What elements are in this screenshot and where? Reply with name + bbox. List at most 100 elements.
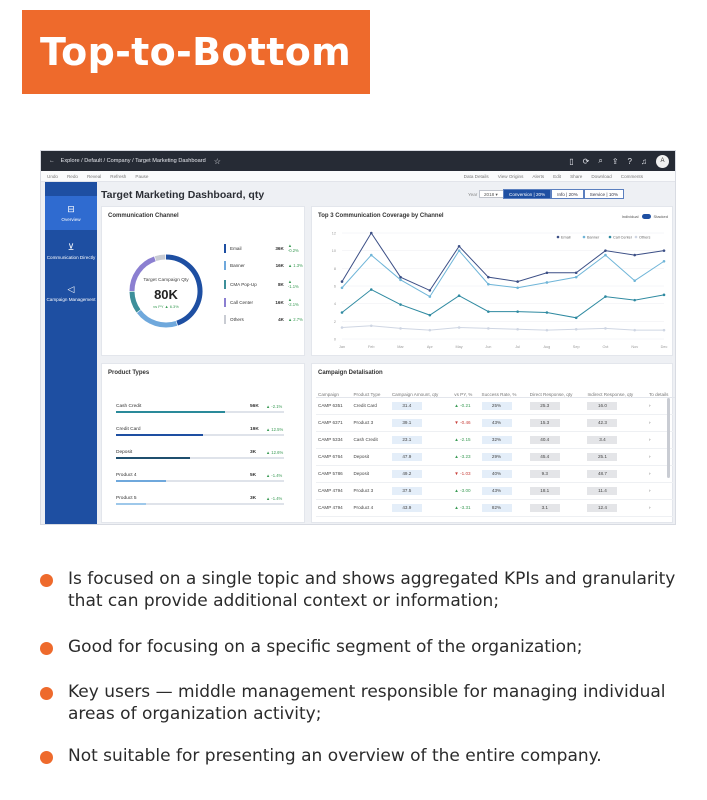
data-point[interactable]: [487, 327, 490, 330]
data-point[interactable]: [428, 313, 432, 317]
toggle-service[interactable]: Service | 10%: [583, 189, 625, 199]
table-cell[interactable]: ›: [646, 465, 675, 483]
chevron-right-icon[interactable]: ›: [648, 488, 651, 493]
help-icon[interactable]: ?: [627, 156, 632, 166]
star-icon[interactable]: ☆: [213, 156, 221, 166]
data-point[interactable]: [399, 275, 402, 279]
toolbar-left-item[interactable]: Redo: [66, 173, 78, 179]
toggle-info[interactable]: Info | 20%: [551, 189, 584, 199]
data-point[interactable]: [604, 253, 607, 257]
product-row[interactable]: Cash Credit 56K ▲ -2.1%: [116, 404, 294, 414]
data-point[interactable]: [340, 286, 344, 290]
data-point[interactable]: [369, 288, 373, 291]
sync-icon[interactable]: ⟳: [582, 156, 590, 166]
donut-slice[interactable]: [154, 254, 166, 262]
table-scrollbar[interactable]: [667, 398, 670, 478]
data-point[interactable]: [662, 293, 666, 297]
data-point[interactable]: [545, 271, 549, 275]
data-point[interactable]: [574, 275, 578, 279]
table-row[interactable]: CAMP 6371 Product 3 39.1 ▼ -0.46 43% 15.3 42.3…: [316, 414, 675, 432]
toolbar-right-item[interactable]: View Origins: [497, 174, 524, 179]
column-header[interactable]: Indirect Response, qty: [585, 384, 647, 398]
channel-row[interactable]: CMA Pop-Up 8K ▲ -1.1%: [224, 279, 304, 289]
channel-row[interactable]: Email 36K ▲ -0.2%: [224, 243, 304, 253]
donut-slice[interactable]: [129, 256, 156, 292]
stack-toggle[interactable]: Individual Stacked: [622, 214, 668, 219]
table-row[interactable]: CAMP 6351 Credit Card 31.4 ▲ -0.21 25% 25.3 16…: [316, 397, 675, 415]
data-point[interactable]: [604, 249, 607, 252]
data-point[interactable]: [574, 316, 578, 320]
product-row[interactable]: Product 5 3K ▲ -1.4%: [116, 496, 294, 506]
series-line[interactable]: [341, 232, 665, 292]
table-row[interactable]: CAMP 5786 Deposit 49.2 ▼ -1.03 40% 9.3 48.7 ›: [316, 465, 675, 483]
toolbar-left-item[interactable]: Undo: [47, 173, 58, 179]
data-point[interactable]: [604, 295, 607, 298]
column-header[interactable]: Direct Response, qty: [527, 384, 586, 398]
avatar[interactable]: A: [656, 154, 669, 168]
column-header[interactable]: To details: [646, 384, 675, 398]
nav-item-communication[interactable]: ⊻ Communication Directly: [45, 238, 97, 272]
table-cell[interactable]: ›: [646, 448, 675, 466]
data-point[interactable]: [662, 259, 666, 263]
column-header[interactable]: Product Type: [351, 384, 390, 398]
toggle-conversion[interactable]: Conversion | 20%: [503, 189, 552, 199]
channel-row[interactable]: Banner 16K ▲ 1.3%: [224, 261, 303, 270]
chevron-right-icon[interactable]: ›: [648, 471, 651, 476]
breadcrumb[interactable]: Explore / Default / Company / Target Mar…: [60, 158, 206, 164]
data-point[interactable]: [457, 294, 461, 298]
data-point[interactable]: [516, 310, 519, 313]
table-row[interactable]: CAMP 4794 Product 4 43.9 ▲ -3.31 82% 3.1 12.4 ›: [316, 499, 675, 517]
bell-icon[interactable]: ♫: [641, 156, 647, 166]
nav-item-overview[interactable]: ⊟ Overview: [45, 196, 97, 230]
toolbar-right-item[interactable]: Share: [570, 174, 583, 179]
data-point[interactable]: [633, 328, 637, 332]
legend-label[interactable]: Others: [639, 236, 650, 240]
data-point[interactable]: [487, 310, 490, 313]
data-point[interactable]: [662, 328, 666, 332]
data-point[interactable]: [340, 326, 344, 329]
data-point[interactable]: [545, 328, 549, 332]
table-cell[interactable]: ›: [646, 431, 675, 449]
data-point[interactable]: [399, 278, 402, 282]
data-point[interactable]: [399, 327, 402, 330]
chevron-right-icon[interactable]: ›: [648, 505, 651, 510]
legend-label[interactable]: Call Center: [613, 236, 633, 240]
series-line[interactable]: [341, 288, 665, 319]
data-point[interactable]: [369, 324, 373, 328]
data-point[interactable]: [516, 327, 519, 331]
data-point[interactable]: [340, 311, 344, 314]
toolbar-right-item[interactable]: Data Details: [463, 174, 489, 179]
data-point[interactable]: [633, 298, 637, 302]
data-point[interactable]: [457, 249, 461, 252]
data-point[interactable]: [340, 280, 344, 283]
data-point[interactable]: [633, 279, 637, 282]
toolbar-right-item[interactable]: Download: [591, 174, 612, 179]
chevron-right-icon[interactable]: ›: [648, 437, 651, 442]
toolbar-left-item[interactable]: Reveal: [86, 173, 102, 179]
data-point[interactable]: [633, 253, 637, 257]
product-row[interactable]: Credit Card 19K ▲ 12.5%: [116, 427, 294, 437]
series-line[interactable]: [341, 249, 665, 298]
table-row[interactable]: CAMP 5334 Cash Credit 23.1 ▲ -2.15 32% 40.4 3.…: [316, 431, 675, 449]
data-point[interactable]: [545, 281, 549, 284]
chevron-right-icon[interactable]: ›: [648, 454, 651, 459]
legend-label[interactable]: Banner: [587, 236, 600, 240]
table-cell[interactable]: ›: [646, 397, 675, 415]
data-point[interactable]: [457, 244, 461, 248]
data-point[interactable]: [516, 280, 519, 283]
data-point[interactable]: [574, 271, 578, 275]
data-point[interactable]: [369, 253, 373, 257]
data-point[interactable]: [428, 295, 432, 298]
toolbar-left-item[interactable]: Refresh: [110, 173, 127, 179]
table-cell[interactable]: ›: [646, 414, 675, 432]
column-header[interactable]: Campaign Amount, qty: [389, 384, 453, 398]
donut-slice[interactable]: [129, 291, 141, 313]
donut-slice[interactable]: [136, 309, 178, 328]
toolbar-right-item[interactable]: Comments: [620, 174, 643, 179]
donut-slice[interactable]: [165, 254, 203, 326]
nav-item-campaign[interactable]: ◁ Campaign Management: [45, 280, 97, 314]
data-point[interactable]: [487, 282, 490, 286]
data-point[interactable]: [399, 303, 402, 306]
chevron-right-icon[interactable]: ›: [648, 420, 651, 425]
data-point[interactable]: [457, 326, 461, 329]
